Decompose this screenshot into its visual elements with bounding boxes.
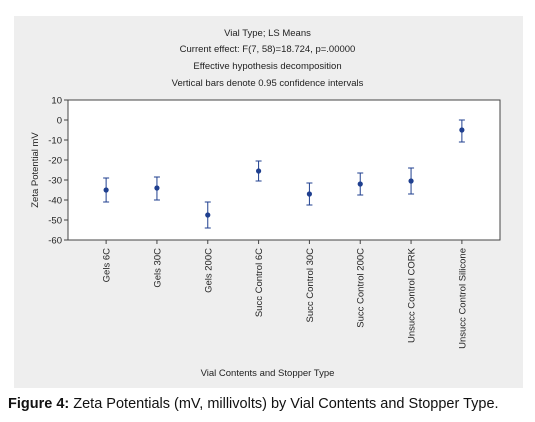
x-tick-label: Succ Control 30C	[305, 248, 316, 323]
y-axis-label: Zeta Potential mV	[30, 132, 41, 208]
x-axis: Gels 6C Gels 30C Gels 200C Succ Control 6C S…	[102, 240, 468, 349]
mean-point	[103, 187, 109, 193]
y-axis: 10 0 -10 -20 -30 -40 -50 -60	[48, 96, 68, 247]
y-tick-label: -10	[48, 136, 62, 147]
y-tick-label: -50	[48, 216, 62, 227]
data-marks	[103, 119, 465, 229]
mean-point	[205, 212, 211, 218]
x-tick-label: Unsucc Control Silicone	[457, 248, 468, 349]
chart-title-line-3: Effective hypothesis decomposition	[193, 61, 342, 72]
x-tick-label: Succ Control 6C	[254, 248, 265, 317]
chart-title-line-2: Current effect: F(7, 58)=18.724, p=.0000…	[179, 44, 356, 55]
mean-point	[357, 181, 363, 187]
x-tick-label: Unsucc Control CORK	[407, 247, 418, 343]
x-tick-label: Gels 30C	[152, 248, 163, 288]
caption-text: Zeta Potentials (mV, millivolts) by Vial…	[69, 396, 499, 412]
mean-point	[408, 178, 414, 184]
y-tick-label: 10	[51, 96, 62, 107]
x-tick-label: Succ Control 200C	[356, 248, 367, 328]
mean-point	[459, 127, 465, 133]
y-tick-label: -60	[48, 236, 62, 247]
y-tick-label: -30	[48, 176, 62, 187]
y-tick-label: 0	[57, 116, 62, 127]
x-tick-label: Gels 6C	[102, 248, 113, 282]
caption-label: Figure 4:	[8, 396, 70, 412]
figure-caption: Figure 4: Zeta Potentials (mV, millivolt…	[8, 396, 499, 412]
chart-title-line-4: Vertical bars denote 0.95 confidence int…	[171, 78, 364, 89]
mean-point	[154, 185, 160, 191]
y-tick-label: -40	[48, 196, 62, 207]
x-axis-label: Vial Contents and Stopper Type	[200, 368, 335, 379]
plot-area	[67, 99, 501, 241]
y-tick-label: -20	[48, 156, 62, 167]
chart-title-line-1: Vial Type; LS Means	[224, 28, 311, 39]
mean-point	[306, 191, 313, 197]
x-tick-label: Gels 200C	[203, 248, 214, 293]
mean-point	[255, 168, 262, 174]
